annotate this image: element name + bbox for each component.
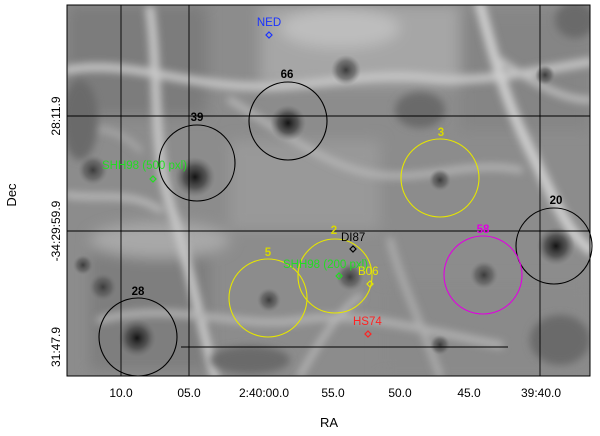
marker-ned bbox=[265, 31, 273, 39]
marker-shh98-200 bbox=[335, 272, 343, 280]
y-tick-label: -34:29:59.9 bbox=[49, 200, 63, 261]
marker-label-ned: NED bbox=[257, 17, 281, 29]
y-tick-label: 31:47.9 bbox=[49, 327, 63, 367]
circle-label-39: 39 bbox=[191, 112, 204, 124]
circle-20 bbox=[515, 207, 593, 285]
marker-label-shh98-200: SHH98 (200 pxl) bbox=[283, 259, 368, 271]
circle-label-5: 5 bbox=[265, 247, 272, 259]
circle-58 bbox=[443, 235, 523, 315]
circle-5 bbox=[228, 258, 308, 338]
circle-label-20: 20 bbox=[550, 195, 563, 207]
circle-label-66: 66 bbox=[281, 69, 294, 81]
x-tick-label: 39:40.0 bbox=[521, 386, 561, 400]
region-circles bbox=[98, 81, 593, 377]
plot-frame bbox=[66, 4, 591, 377]
y-axis-label: Dec bbox=[4, 183, 19, 207]
circle-66 bbox=[248, 81, 328, 161]
circle-3 bbox=[400, 138, 480, 218]
y-tick-label: 28:11.9 bbox=[49, 96, 63, 135]
marker-label-hs74: HS74 bbox=[353, 316, 382, 328]
x-tick-label: 2:40:00.0 bbox=[239, 386, 289, 400]
x-tick-label: 50.0 bbox=[388, 386, 412, 400]
x-tick-label: 10.0 bbox=[109, 386, 133, 400]
x-tick-label: 45.0 bbox=[457, 386, 481, 400]
marker-hs74 bbox=[364, 330, 372, 338]
x-axis-label: RA bbox=[320, 415, 338, 430]
catalog-markers bbox=[149, 31, 374, 338]
marker-label-di87: DI87 bbox=[341, 232, 365, 244]
circle-39 bbox=[158, 124, 236, 202]
circle-28 bbox=[98, 297, 178, 377]
circle-2 bbox=[297, 238, 373, 314]
x-tick-label: 55.0 bbox=[321, 386, 345, 400]
circle-label-28: 28 bbox=[132, 286, 145, 298]
marker-b06 bbox=[366, 280, 374, 288]
marker-shh98-500 bbox=[149, 175, 157, 183]
point-sources bbox=[73, 55, 575, 357]
x-tick-label: 05.0 bbox=[177, 386, 201, 400]
sky-image bbox=[67, 5, 590, 376]
marker-label-shh98-500: SHH98 (500 pxl) bbox=[102, 160, 187, 172]
circle-label-3: 3 bbox=[438, 127, 444, 139]
overlay-lines bbox=[67, 5, 590, 376]
marker-label-b06: B06 bbox=[358, 266, 378, 278]
marker-di87 bbox=[349, 245, 357, 253]
circle-label-58: 58 bbox=[477, 224, 490, 236]
circle-label-2: 2 bbox=[331, 225, 337, 237]
